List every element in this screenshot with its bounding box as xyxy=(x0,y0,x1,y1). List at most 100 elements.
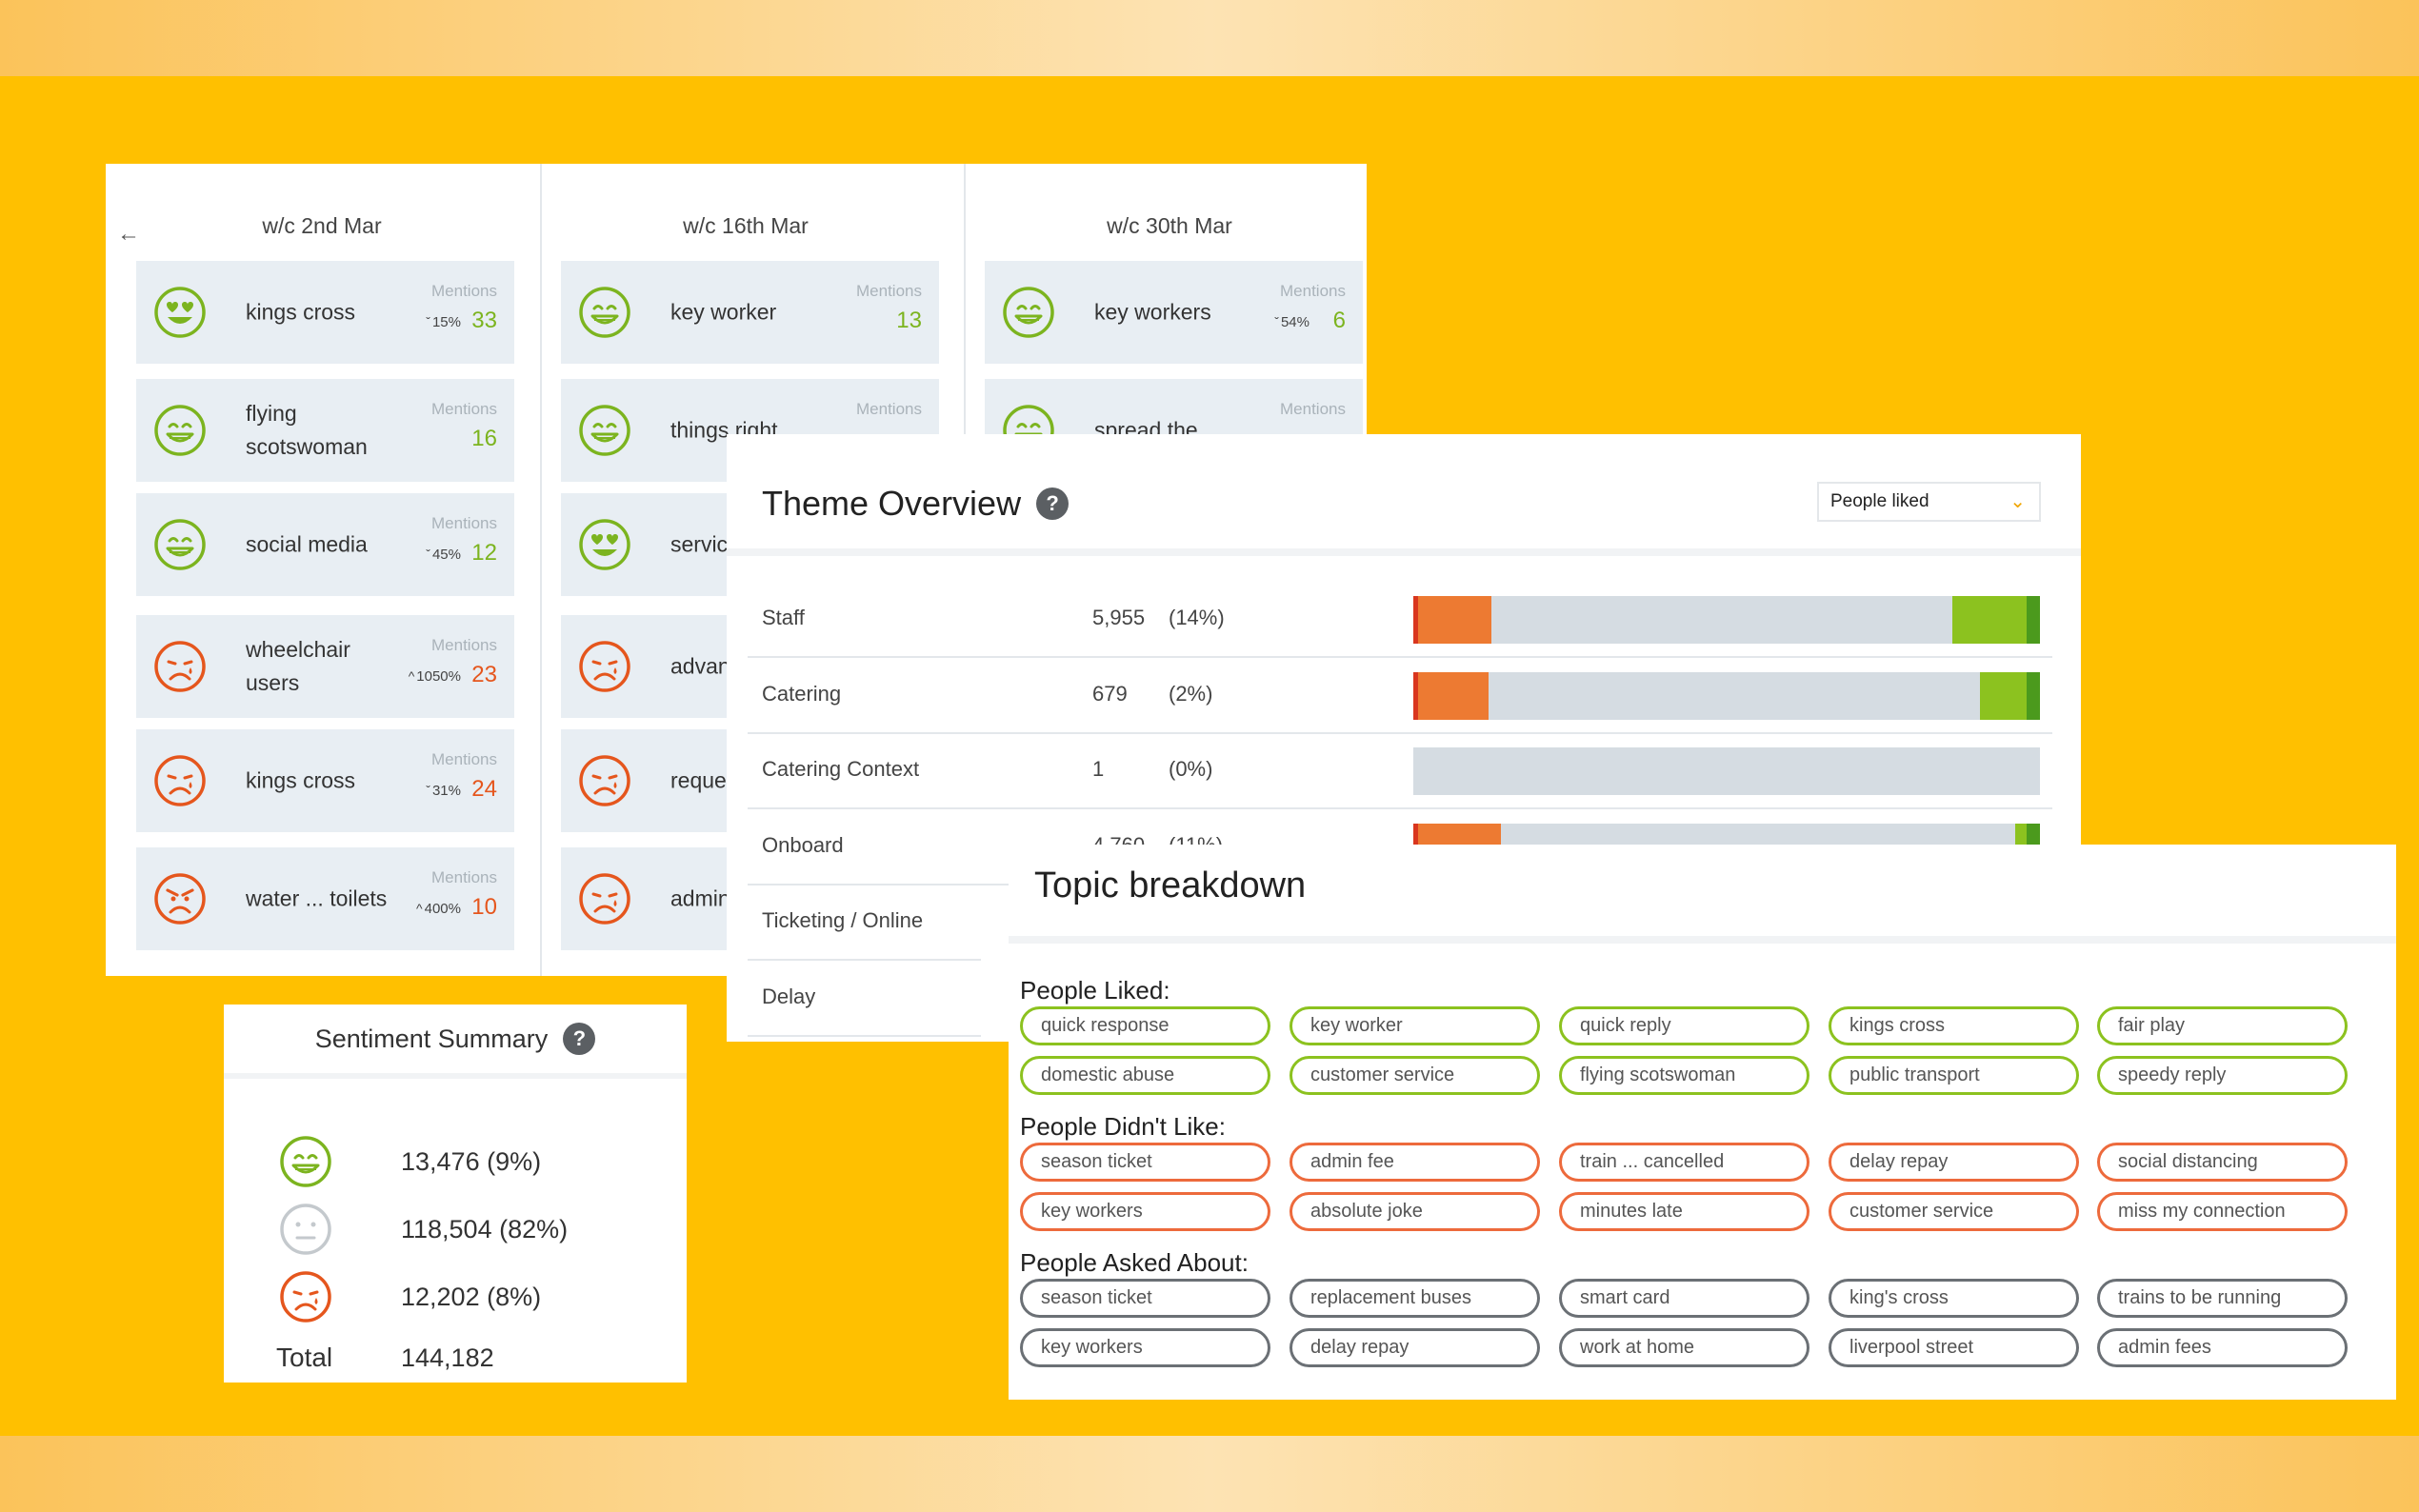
mention-card[interactable]: key worker Mentions 13 xyxy=(561,261,939,364)
mention-change-value: 45% xyxy=(431,547,461,563)
week-title: w/c 16th Mar xyxy=(683,213,809,238)
topic-chip[interactable]: king's cross xyxy=(1829,1279,2079,1318)
topic-breakdown-panel: Topic breakdown People Liked: quick respo… xyxy=(1009,845,2396,1400)
back-arrow-icon[interactable]: ← xyxy=(117,221,140,247)
theme-name: Ticketing / Online xyxy=(762,908,924,932)
topic-chip[interactable]: fair play xyxy=(2097,1006,2348,1045)
theme-row[interactable]: Delay xyxy=(748,962,981,1037)
theme-name: Onboard xyxy=(762,832,844,857)
theme-row[interactable]: Catering Context 1 (0%) xyxy=(748,734,2052,809)
mention-count: 6 xyxy=(1332,308,1346,333)
mention-topic: kings cross xyxy=(246,767,356,793)
mention-card[interactable]: wheelchair users Mentions 23 ^ 1050% xyxy=(136,615,514,718)
theme-overview-title-wrap: Theme Overview ? xyxy=(762,484,1070,524)
mentions-label: Mentions xyxy=(431,400,497,418)
help-icon[interactable]: ? xyxy=(1036,487,1070,520)
topic-chip[interactable]: admin fee xyxy=(1289,1143,1540,1182)
mention-card[interactable]: water ... toilets Mentions 10 ^ 400% xyxy=(136,847,514,950)
neutral-face-icon xyxy=(279,1203,332,1256)
mention-change: ˇ 31% xyxy=(426,783,461,799)
love-face-icon xyxy=(153,286,207,339)
topic-chip[interactable]: admin fees xyxy=(2097,1328,2348,1367)
topic-chip[interactable]: replacement buses xyxy=(1289,1279,1540,1318)
sad-face-icon xyxy=(578,754,631,807)
theme-row[interactable]: Staff 5,955 (14%) xyxy=(748,583,2052,658)
sentiment-row: 12,202 (8%) xyxy=(279,1269,541,1324)
happy-face-icon xyxy=(279,1135,332,1188)
mention-topic: social media xyxy=(246,531,368,557)
angry-face-icon xyxy=(153,872,207,925)
theme-name: Staff xyxy=(762,606,805,629)
mention-card[interactable]: key workers Mentions 6 ˇ 54% xyxy=(985,261,1363,364)
week-title: w/c 2nd Mar xyxy=(262,213,382,238)
theme-row[interactable]: Ticketing / Online xyxy=(748,885,981,961)
mention-change-value: 1050% xyxy=(416,668,461,685)
topic-chip[interactable]: smart card xyxy=(1559,1279,1809,1318)
topic-chip[interactable]: key worker xyxy=(1289,1006,1540,1045)
mention-change: ˇ 15% xyxy=(426,314,461,330)
sentiment-bar xyxy=(1413,671,2040,720)
mention-count: 23 xyxy=(471,662,497,687)
top-banner xyxy=(0,0,2419,76)
mention-count: 24 xyxy=(471,776,497,802)
happy-face-icon xyxy=(578,286,631,339)
topic-chip[interactable]: key workers xyxy=(1020,1328,1270,1367)
sentiment-row: 13,476 (9%) xyxy=(279,1134,541,1189)
theme-percent: (2%) xyxy=(1169,681,1213,706)
mention-card[interactable]: kings cross Mentions 33 ˇ 15% xyxy=(136,261,514,364)
total-label: Total xyxy=(276,1343,333,1372)
help-icon[interactable]: ? xyxy=(563,1023,596,1055)
mention-topic: key worker xyxy=(670,299,777,325)
topic-chip[interactable]: flying scotswoman xyxy=(1559,1056,1809,1095)
sentiment-value: 13,476 (9%) xyxy=(401,1146,542,1176)
theme-name: Catering xyxy=(762,681,842,706)
topic-chip[interactable]: delay repay xyxy=(1829,1143,2079,1182)
topic-chip[interactable]: customer service xyxy=(1289,1056,1540,1095)
sentiment-total-row: Total 144,182 xyxy=(276,1330,494,1385)
topic-chip[interactable]: domestic abuse xyxy=(1020,1056,1270,1095)
theme-name: Delay xyxy=(762,984,816,1008)
mention-card[interactable]: flying scotswoman Mentions 16 xyxy=(136,379,514,482)
topic-chip[interactable]: speedy reply xyxy=(2097,1056,2348,1095)
bar-segment-negative xyxy=(1418,596,1491,644)
mentions-label: Mentions xyxy=(431,282,497,300)
topic-chip[interactable]: work at home xyxy=(1559,1328,1809,1367)
topic-chip[interactable]: minutes late xyxy=(1559,1192,1809,1231)
mention-change-value: 31% xyxy=(431,783,461,799)
bar-segment-very-negative xyxy=(1413,671,1418,720)
sentiment-value: 12,202 (8%) xyxy=(401,1282,542,1311)
mention-card[interactable]: kings cross Mentions 24 ˇ 31% xyxy=(136,729,514,832)
topic-chip[interactable]: key workers xyxy=(1020,1192,1270,1231)
sentiment-filter-dropdown[interactable]: People liked ⌄ xyxy=(1817,482,2041,522)
trend-down-icon: ˇ xyxy=(1274,314,1279,329)
theme-row[interactable]: Catering 679 (2%) xyxy=(748,659,2052,734)
topic-group-label: People Asked About: xyxy=(1020,1248,1249,1277)
sad-face-icon xyxy=(153,754,207,807)
mentions-label: Mentions xyxy=(1280,282,1346,300)
topic-chip[interactable]: kings cross xyxy=(1829,1006,2079,1045)
topic-chip[interactable]: quick response xyxy=(1020,1006,1270,1045)
week-column: w/c 2nd Mar kings cross Mentions 33 ˇ 15% flyi… xyxy=(117,164,527,976)
topic-chip[interactable]: trains to be running xyxy=(2097,1279,2348,1318)
topic-chip[interactable]: public transport xyxy=(1829,1056,2079,1095)
sad-face-icon xyxy=(153,640,207,693)
sentiment-value: 118,504 (82%) xyxy=(401,1214,569,1243)
topic-chip[interactable]: train ... cancelled xyxy=(1559,1143,1809,1182)
topic-chip[interactable]: liverpool street xyxy=(1829,1328,2079,1367)
theme-count: 1 xyxy=(1092,757,1105,781)
topic-chip[interactable]: season ticket xyxy=(1020,1143,1270,1182)
topic-chip[interactable]: customer service xyxy=(1829,1192,2079,1231)
mention-change: ^ 400% xyxy=(416,901,461,917)
topic-chip[interactable]: absolute joke xyxy=(1289,1192,1540,1231)
topic-chip[interactable]: miss my connection xyxy=(2097,1192,2348,1231)
topic-chip[interactable]: quick reply xyxy=(1559,1006,1809,1045)
theme-percent: (14%) xyxy=(1169,606,1225,629)
mention-card[interactable]: social media Mentions 12 ˇ 45% xyxy=(136,493,514,596)
topic-chip[interactable]: social distancing xyxy=(2097,1143,2348,1182)
topic-chip[interactable]: season ticket xyxy=(1020,1279,1270,1318)
bar-segment-negative xyxy=(1418,671,1489,720)
trend-down-icon: ˇ xyxy=(426,314,430,329)
topic-chip[interactable]: delay repay xyxy=(1289,1328,1540,1367)
sentiment-summary-panel: Sentiment Summary ? 13,476 (9%) 118,504 (… xyxy=(224,1005,687,1383)
theme-name: Catering Context xyxy=(762,757,920,781)
